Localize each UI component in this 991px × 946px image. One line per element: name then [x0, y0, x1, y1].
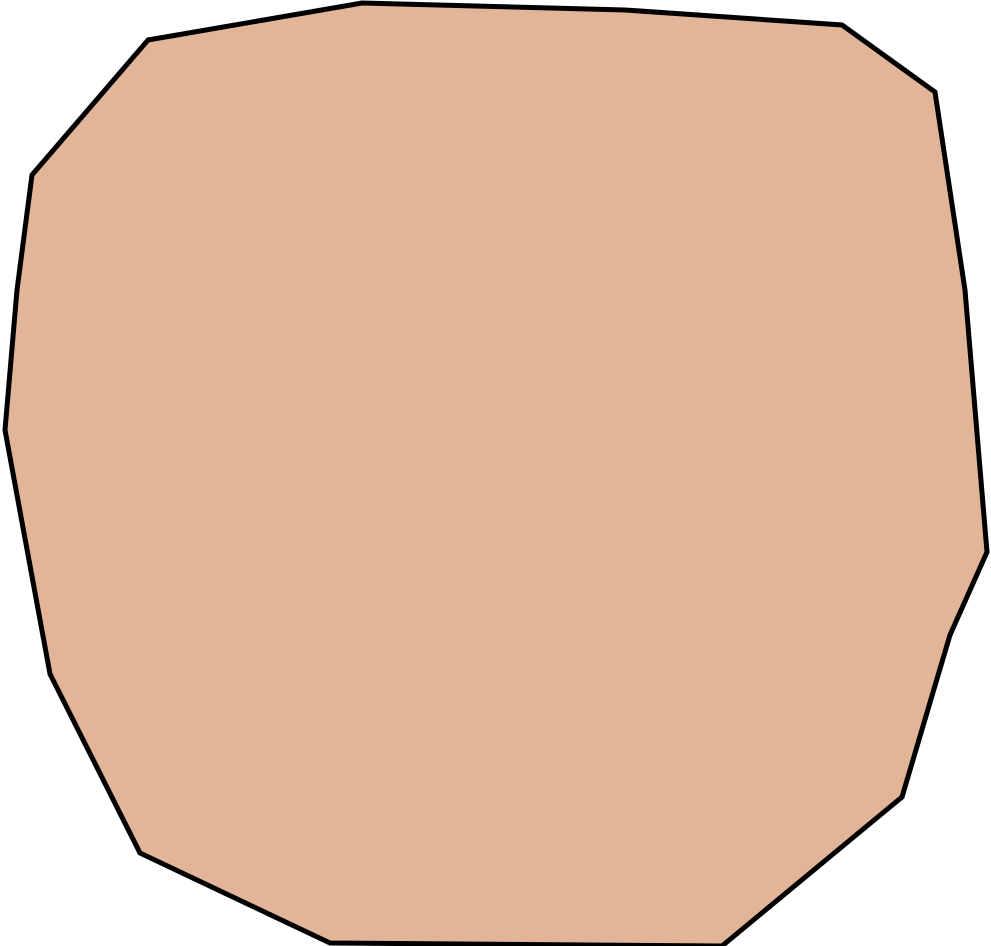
- irregular-polygon-shape: [2, 0, 990, 946]
- canvas: [2, 0, 990, 946]
- shape-canvas: [2, 0, 990, 946]
